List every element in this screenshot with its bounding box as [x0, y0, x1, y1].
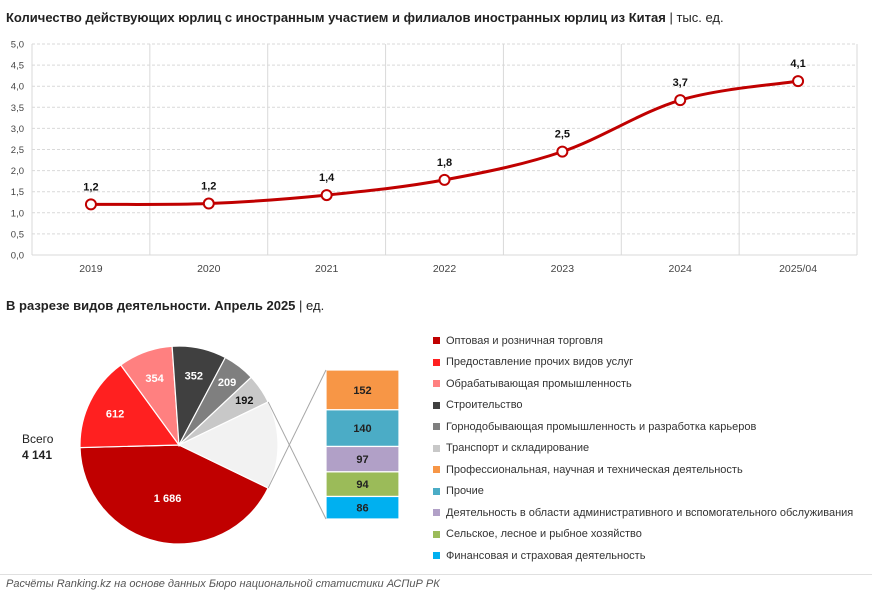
data-label: 3,7 [673, 77, 688, 89]
y-tick-label: 0,5 [11, 229, 24, 240]
connector-line [267, 369, 327, 489]
pie-total-label: Всего [22, 432, 54, 446]
data-label: 1,8 [437, 157, 452, 169]
legend-label: Прочие [446, 485, 484, 498]
legend-swatch [433, 444, 440, 452]
y-tick-label: 4,0 [11, 82, 24, 93]
legend-item: Транспорт и складирование [433, 438, 853, 460]
pie-slice-label: 352 [185, 370, 203, 382]
y-tick-label: 4,5 [11, 61, 24, 72]
legend-swatch [433, 401, 440, 409]
legend-label: Предоставление прочих видов услуг [446, 356, 634, 369]
pie-slice-label: 192 [235, 395, 253, 407]
x-tick-label: 2021 [315, 263, 339, 275]
line-chart-unit: тыс. ед. [676, 10, 724, 25]
data-point [320, 189, 333, 202]
pie-slice [79, 364, 181, 449]
legend-swatch [433, 380, 440, 388]
x-tick-label: 2022 [433, 263, 457, 275]
breakdown-segment [325, 471, 400, 498]
legend-item: Строительство [433, 395, 853, 417]
legend-swatch [433, 509, 440, 517]
legend-label: Сельское, лесное и рыбное хозяйство [446, 528, 642, 541]
legend-item: Сельское, лесное и рыбное хозяйство [433, 524, 853, 546]
legend-swatch [433, 358, 440, 366]
line-chart-title: Количество действующих юрлиц с иностранн… [6, 10, 724, 25]
legend-label: Транспорт и складирование [446, 442, 590, 455]
legend-label: Обрабатывающая промышленность [446, 377, 632, 390]
breakdown-segment [325, 409, 400, 448]
x-tick-label: 2023 [551, 263, 575, 275]
pie-chart-title: В разрезе видов деятельности. Апрель 202… [6, 298, 325, 313]
pie-slice-label: 612 [106, 409, 124, 421]
breakdown-segment [325, 445, 400, 473]
legend-item: Оптовая и розничная торговля [433, 330, 853, 352]
breakdown-label: 86 [356, 503, 368, 515]
legend-swatch [433, 530, 440, 538]
y-tick-label: 2,0 [11, 166, 24, 177]
legend-item: Предоставление прочих видов услуг [433, 352, 853, 374]
data-point [202, 197, 215, 210]
data-point [556, 145, 569, 158]
data-label: 1,2 [201, 181, 216, 193]
data-point [792, 75, 805, 88]
pie-slice-label: 354 [145, 373, 164, 385]
breakdown-label: 97 [356, 454, 368, 466]
series-line [90, 79, 799, 206]
legend-label: Финансовая и страховая деятельность [446, 549, 646, 562]
legend-item: Деятельность в области административного… [433, 502, 853, 524]
pie-total: Всего 4 141 [22, 431, 53, 463]
breakdown-label: 152 [353, 385, 371, 397]
legend-item: Финансовая и страховая деятельность [433, 545, 853, 567]
x-tick-label: 2019 [79, 263, 103, 275]
pie-legend: Оптовая и розничная торговля Предоставлен… [433, 330, 853, 567]
data-point [674, 94, 687, 107]
data-label: 4,1 [790, 58, 805, 70]
breakdown-label: 94 [356, 479, 369, 491]
y-tick-label: 3,5 [11, 103, 24, 114]
legend-item: Прочие [433, 481, 853, 503]
breakdown-segment [325, 495, 400, 520]
pie-total-value: 4 141 [22, 448, 53, 462]
legend-swatch [433, 423, 440, 431]
pie-slice-label: 209 [218, 377, 236, 389]
legend-label: Оптовая и розничная торговля [446, 334, 603, 347]
x-tick-label: 2025/04 [779, 263, 817, 275]
legend-swatch [433, 466, 440, 474]
connector-line [267, 401, 327, 520]
legend-label: Профессиональная, научная и техническая … [446, 463, 743, 476]
y-tick-label: 5,0 [11, 40, 24, 51]
x-tick-label: 2020 [197, 263, 221, 275]
breakdown-label: 140 [353, 423, 371, 435]
legend-item: Профессиональная, научная и техническая … [433, 459, 853, 481]
pie-slice-label: 1 686 [154, 493, 182, 505]
line-chart-title-text: Количество действующих юрлиц с иностранн… [6, 10, 666, 25]
legend-swatch [433, 487, 440, 495]
pie-slice [79, 444, 269, 545]
y-tick-label: 2,5 [11, 145, 24, 156]
y-tick-label: 1,5 [11, 187, 24, 198]
data-point [84, 198, 97, 211]
source-footer: Расчёты Ranking.kz на основе данных Бюро… [6, 578, 440, 590]
pie-chart-unit: ед. [306, 298, 325, 313]
legend-label: Деятельность в области административного… [446, 506, 854, 519]
legend-label: Строительство [446, 399, 523, 412]
y-tick-label: 1,0 [11, 208, 24, 219]
data-label: 1,2 [83, 181, 98, 193]
legend-swatch [433, 337, 440, 345]
legend-item: Горнодобывающая промышленность и разрабо… [433, 416, 853, 438]
y-tick-label: 0,0 [11, 251, 24, 262]
legend-item: Обрабатывающая промышленность [433, 373, 853, 395]
legend-swatch [433, 552, 440, 560]
data-label: 1,4 [319, 172, 335, 184]
legend-label: Горнодобывающая промышленность и разрабо… [446, 420, 757, 433]
data-point [438, 173, 451, 186]
data-label: 2,5 [555, 129, 570, 141]
footer-divider [0, 574, 872, 575]
y-tick-label: 3,0 [11, 124, 24, 135]
pie-chart-title-text: В разрезе видов деятельности. Апрель 202… [6, 298, 296, 313]
x-tick-label: 2024 [669, 263, 693, 275]
